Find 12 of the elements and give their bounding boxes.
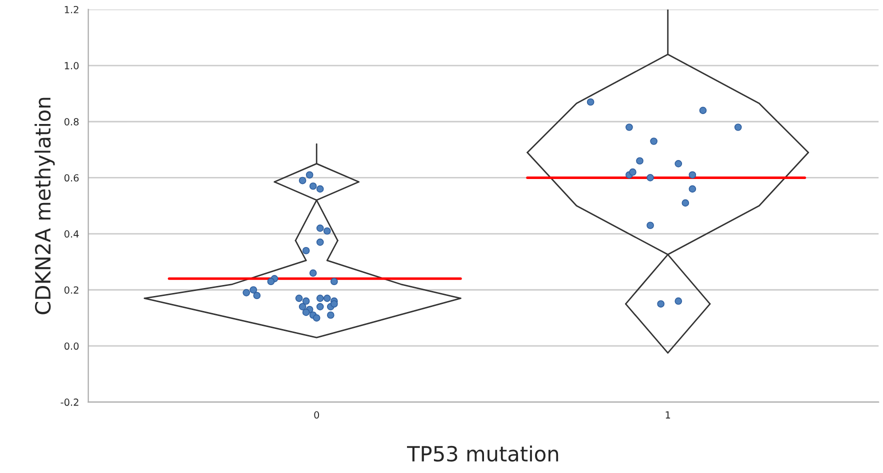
y-tick-label: 0.6 bbox=[64, 174, 79, 182]
x-axis-title: TP53 mutation bbox=[407, 445, 558, 462]
y-tick-label: 0.4 bbox=[64, 230, 79, 238]
y-tick-label: 0.8 bbox=[64, 118, 79, 126]
x-tick-label: 1 bbox=[666, 411, 670, 418]
y-axis-title: CDKN2A methylation bbox=[34, 98, 55, 314]
y-tick-label: -0.2 bbox=[60, 398, 78, 406]
y-tick-label: 0.0 bbox=[64, 342, 79, 350]
x-tick-label: 0 bbox=[314, 411, 320, 419]
y-tick-label: 1.2 bbox=[64, 6, 78, 14]
y-tick-label: 1.0 bbox=[64, 62, 79, 70]
y-tick-label: 0.2 bbox=[64, 286, 78, 294]
